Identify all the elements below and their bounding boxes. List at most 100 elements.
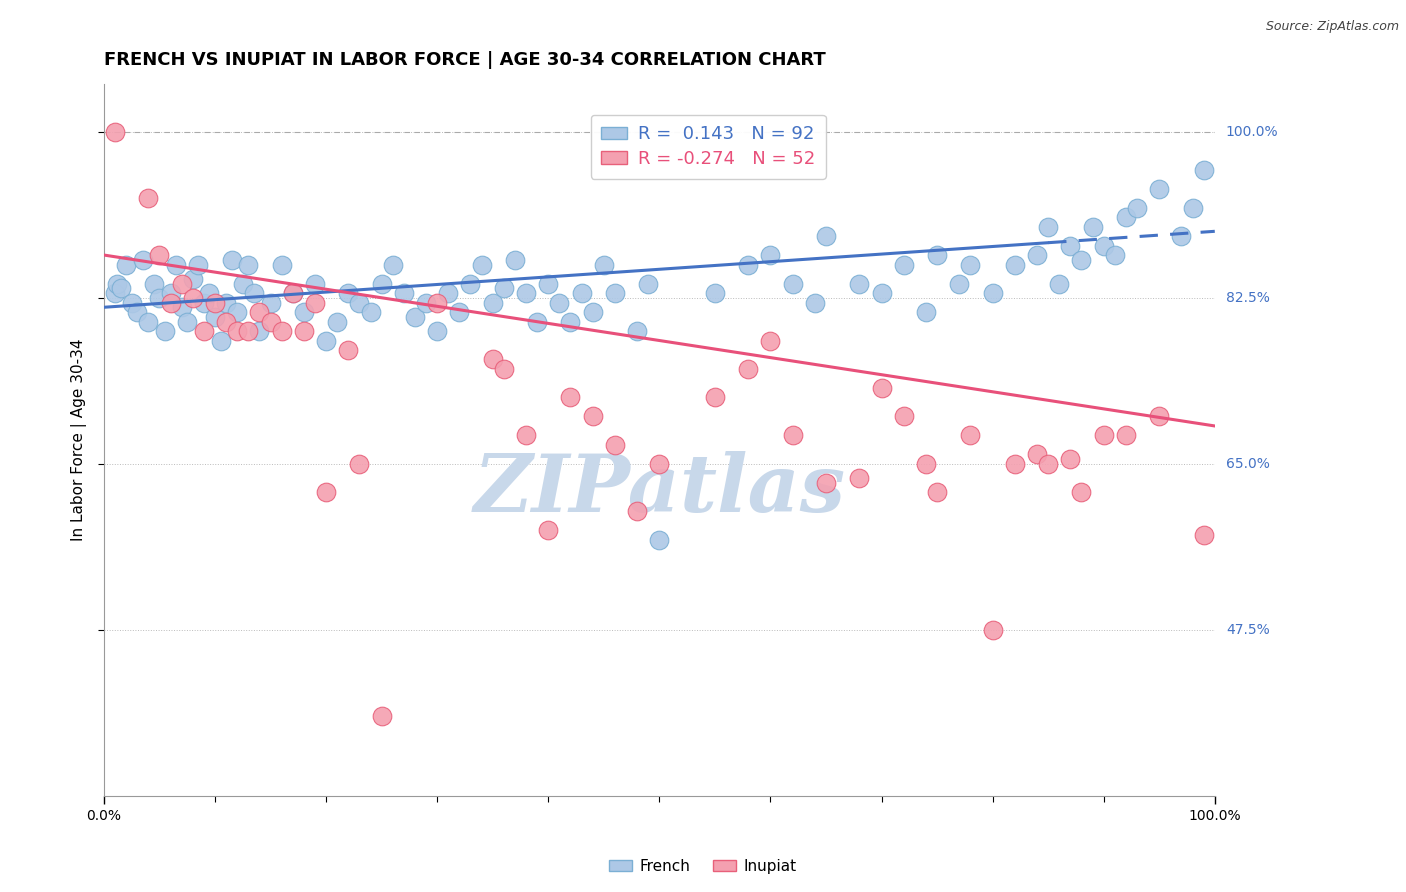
Point: [110, 281, 132, 295]
Point: [626, 504, 648, 518]
Point: [198, 286, 221, 301]
Point: [948, 277, 970, 291]
Point: [626, 324, 648, 338]
Point: [142, 277, 165, 291]
Point: [981, 286, 1004, 301]
Point: [360, 305, 382, 319]
Point: [548, 295, 571, 310]
Point: [204, 310, 226, 324]
Point: [215, 295, 238, 310]
Point: [1026, 248, 1049, 262]
Point: [560, 391, 582, 405]
Point: [1115, 428, 1137, 442]
Point: [503, 252, 526, 267]
Point: [1181, 201, 1204, 215]
Point: [782, 277, 804, 291]
Point: [132, 252, 155, 267]
Point: [915, 457, 938, 471]
Point: [592, 258, 614, 272]
Point: [893, 258, 915, 272]
Point: [370, 277, 392, 291]
Point: [703, 286, 725, 301]
Point: [759, 248, 782, 262]
Point: [326, 314, 349, 328]
Point: [471, 258, 494, 272]
Point: [176, 314, 198, 328]
Point: [215, 314, 238, 328]
Point: [292, 324, 315, 338]
Point: [148, 248, 170, 262]
Point: [238, 258, 260, 272]
Point: [925, 485, 948, 500]
Point: [481, 352, 503, 367]
Point: [603, 438, 626, 452]
Point: [1070, 485, 1092, 500]
Point: [537, 277, 560, 291]
Point: [582, 305, 605, 319]
Point: [1070, 252, 1092, 267]
Point: [481, 295, 503, 310]
Point: [848, 471, 870, 485]
Point: [138, 314, 160, 328]
Point: [737, 258, 759, 272]
Point: [959, 428, 981, 442]
Point: [259, 295, 281, 310]
Point: [648, 457, 671, 471]
Point: [492, 362, 515, 376]
Point: [537, 524, 560, 538]
Point: [804, 295, 827, 310]
Point: [1004, 258, 1026, 272]
Point: [104, 286, 127, 301]
Point: [515, 428, 537, 442]
Point: [221, 252, 243, 267]
Point: [648, 533, 671, 547]
Point: [226, 305, 249, 319]
Point: [226, 324, 249, 338]
Point: [127, 305, 149, 319]
Point: [637, 277, 659, 291]
Point: [370, 708, 392, 723]
Point: [165, 258, 187, 272]
Point: [1147, 181, 1170, 195]
Point: [259, 314, 281, 328]
Point: [1115, 210, 1137, 224]
Point: [1059, 452, 1081, 467]
Point: [349, 295, 371, 310]
Point: [337, 343, 360, 357]
Point: [814, 229, 837, 244]
Point: [1047, 277, 1070, 291]
Point: [249, 324, 271, 338]
Text: 82.5%: 82.5%: [1226, 291, 1270, 305]
Point: [209, 334, 232, 348]
Point: [1170, 229, 1192, 244]
Point: [560, 314, 582, 328]
Point: [1104, 248, 1126, 262]
Point: [460, 277, 482, 291]
Point: [449, 305, 471, 319]
Point: [759, 334, 782, 348]
Point: [181, 272, 204, 286]
Point: [492, 281, 515, 295]
Point: [187, 258, 209, 272]
Point: [115, 258, 138, 272]
Point: [238, 324, 260, 338]
Point: [181, 291, 204, 305]
Point: [249, 305, 271, 319]
Point: [1092, 428, 1115, 442]
Point: [603, 286, 626, 301]
Text: ZIPatlas: ZIPatlas: [474, 451, 845, 529]
Point: [526, 314, 548, 328]
Point: [337, 286, 360, 301]
Point: [204, 295, 226, 310]
Point: [1192, 528, 1215, 542]
Point: [1092, 238, 1115, 252]
Point: [121, 295, 143, 310]
Point: [437, 286, 460, 301]
Point: [281, 286, 304, 301]
Point: [281, 286, 304, 301]
Text: FRENCH VS INUPIAT IN LABOR FORCE | AGE 30-34 CORRELATION CHART: FRENCH VS INUPIAT IN LABOR FORCE | AGE 3…: [104, 51, 825, 69]
Point: [381, 258, 404, 272]
Point: [304, 295, 326, 310]
Point: [1004, 457, 1026, 471]
Point: [959, 258, 981, 272]
